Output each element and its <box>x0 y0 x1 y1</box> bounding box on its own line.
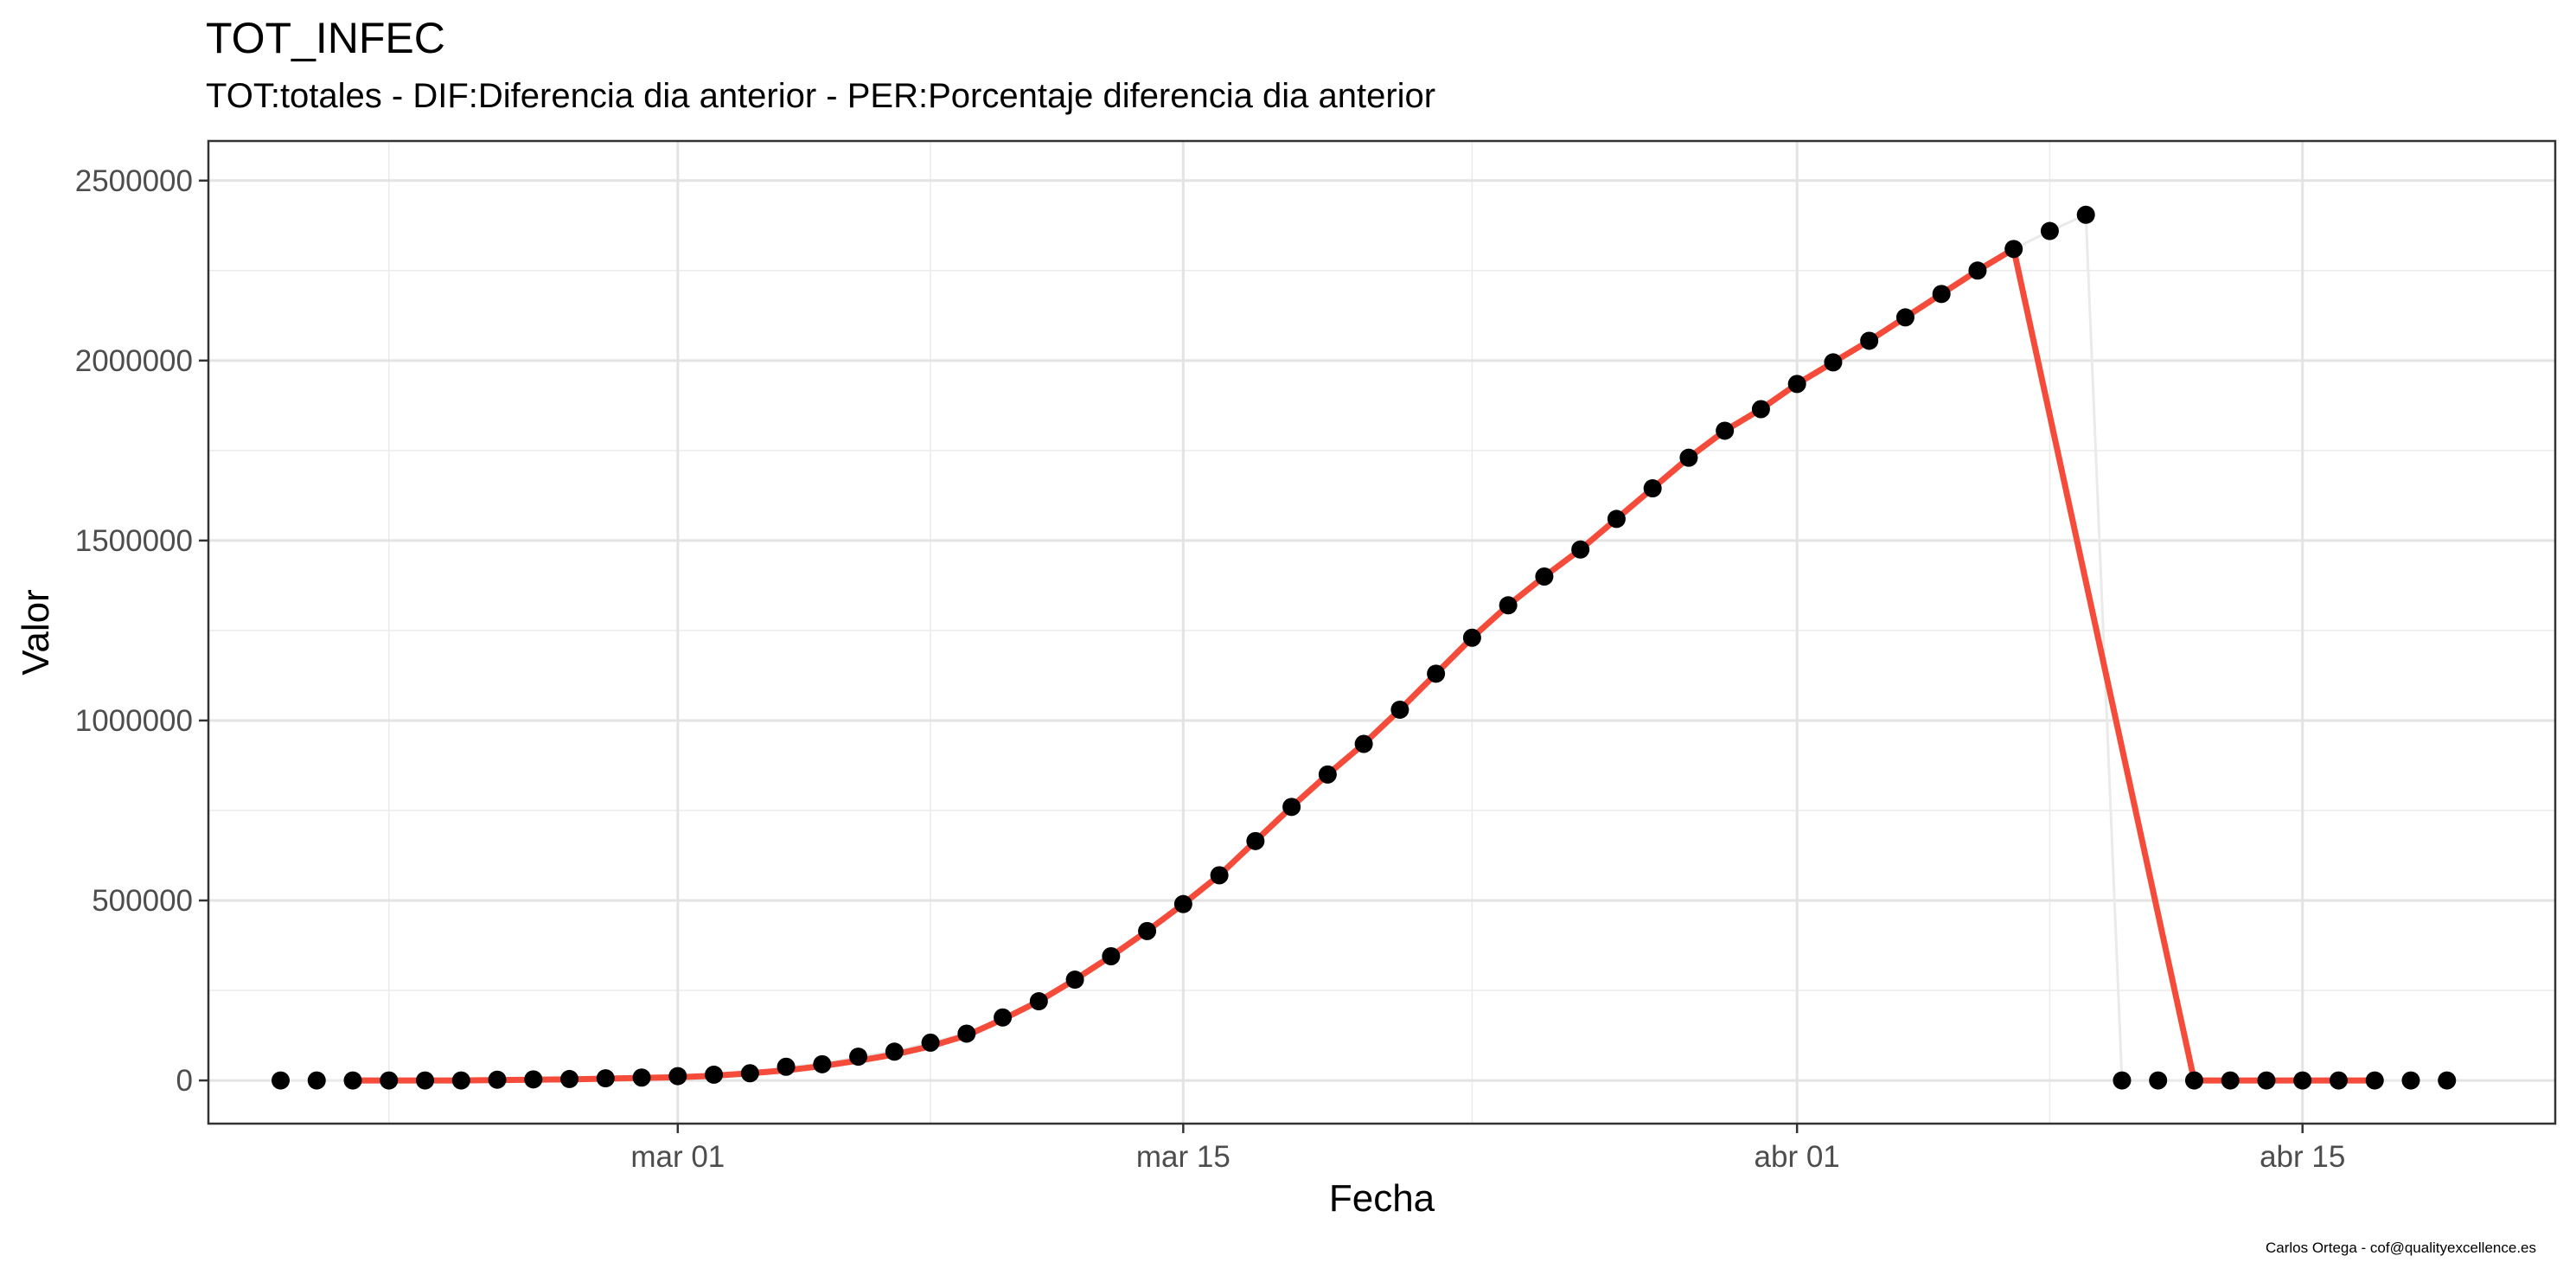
data-point <box>885 1042 904 1061</box>
points-connector-path <box>280 213 2447 1082</box>
data-point <box>1282 798 1301 817</box>
data-point <box>1354 734 1373 753</box>
data-point <box>2221 1071 2240 1090</box>
data-point <box>632 1068 651 1087</box>
data-point <box>921 1033 940 1052</box>
data-point <box>488 1070 507 1089</box>
y-tick-label: 1000000 <box>75 704 193 738</box>
data-point <box>1824 353 1843 372</box>
data-point <box>2257 1071 2276 1090</box>
data-point <box>849 1048 868 1067</box>
data-point <box>1787 375 1806 394</box>
data-point <box>2184 1071 2203 1090</box>
data-point <box>1643 479 1662 498</box>
data-point <box>2401 1071 2420 1090</box>
data-point <box>2040 221 2059 240</box>
x-tick-label: abr 01 <box>1755 1140 1840 1174</box>
data-point <box>957 1024 976 1043</box>
data-point <box>1571 540 1590 559</box>
data-point <box>272 1071 291 1090</box>
trend-line-path <box>349 246 2378 1084</box>
data-point <box>2293 1071 2312 1090</box>
y-tick-label: 1500000 <box>75 524 193 558</box>
data-point <box>1751 400 1770 419</box>
data-point <box>1173 894 1192 913</box>
x-axis-title: Fecha <box>1329 1177 1435 1220</box>
data-point <box>451 1071 470 1090</box>
data-point <box>2113 1071 2132 1090</box>
chart-caption: Carlos Ortega - cof@qualityexcellence.es <box>2265 1240 2536 1256</box>
data-point <box>596 1069 615 1088</box>
data-point <box>2365 1071 2384 1090</box>
data-point <box>1427 664 1446 683</box>
data-point <box>524 1070 543 1089</box>
minor-gridlines <box>208 141 2555 1124</box>
y-tick-label: 2000000 <box>75 344 193 378</box>
data-point <box>1679 448 1698 467</box>
data-point <box>560 1069 579 1088</box>
data-point <box>1535 567 1554 586</box>
points-connector-line <box>280 213 2447 1082</box>
data-point <box>2004 240 2023 259</box>
data-point <box>416 1071 435 1090</box>
plot-panel-border <box>207 139 2557 1125</box>
data-point <box>1065 971 1084 990</box>
chart-title: TOT_INFEC <box>206 14 445 62</box>
data-point <box>1860 331 1879 350</box>
chart-subtitle: TOT:totales - DIF:Diferencia dia anterio… <box>206 77 1436 115</box>
data-point <box>2329 1071 2348 1090</box>
data-point <box>1390 700 1409 719</box>
data-point <box>1029 992 1048 1011</box>
data-point <box>1246 831 1265 850</box>
trend-line-series <box>349 246 2378 1084</box>
y-tick-label: 500000 <box>92 884 193 918</box>
data-point <box>668 1067 687 1086</box>
data-point <box>1102 947 1121 966</box>
data-point <box>2438 1071 2457 1090</box>
data-point <box>813 1054 832 1073</box>
data-point <box>705 1065 724 1084</box>
data-point <box>777 1057 796 1076</box>
x-tick-label: abr 15 <box>2260 1140 2345 1174</box>
data-point <box>2149 1071 2168 1090</box>
x-axis: mar 01 mar 15 abr 01 abr 15 <box>630 1124 2345 1174</box>
data-point <box>1968 261 1987 280</box>
data-point <box>1716 421 1735 440</box>
y-tick-label: 2500000 <box>75 164 193 198</box>
x-tick-label: mar 15 <box>1136 1140 1230 1174</box>
data-point <box>307 1071 326 1090</box>
data-point <box>1318 765 1337 784</box>
data-point <box>1607 509 1626 529</box>
data-point <box>380 1071 399 1090</box>
y-axis-title: Valor <box>15 589 57 675</box>
data-point <box>994 1008 1013 1027</box>
x-tick-label: mar 01 <box>630 1140 725 1174</box>
data-point <box>1138 921 1157 940</box>
data-points-series <box>272 205 2457 1090</box>
data-point <box>1895 308 1914 327</box>
data-point <box>2076 205 2095 224</box>
data-point <box>1932 285 1951 304</box>
y-axis: 0 500000 1000000 1500000 2000000 2500000 <box>75 164 208 1098</box>
major-gridlines <box>208 141 2555 1124</box>
y-tick-label: 0 <box>176 1064 193 1098</box>
data-point <box>740 1064 759 1083</box>
data-point <box>343 1071 362 1090</box>
data-point <box>1462 628 1481 647</box>
data-point <box>1210 866 1229 885</box>
data-point <box>1499 596 1518 615</box>
